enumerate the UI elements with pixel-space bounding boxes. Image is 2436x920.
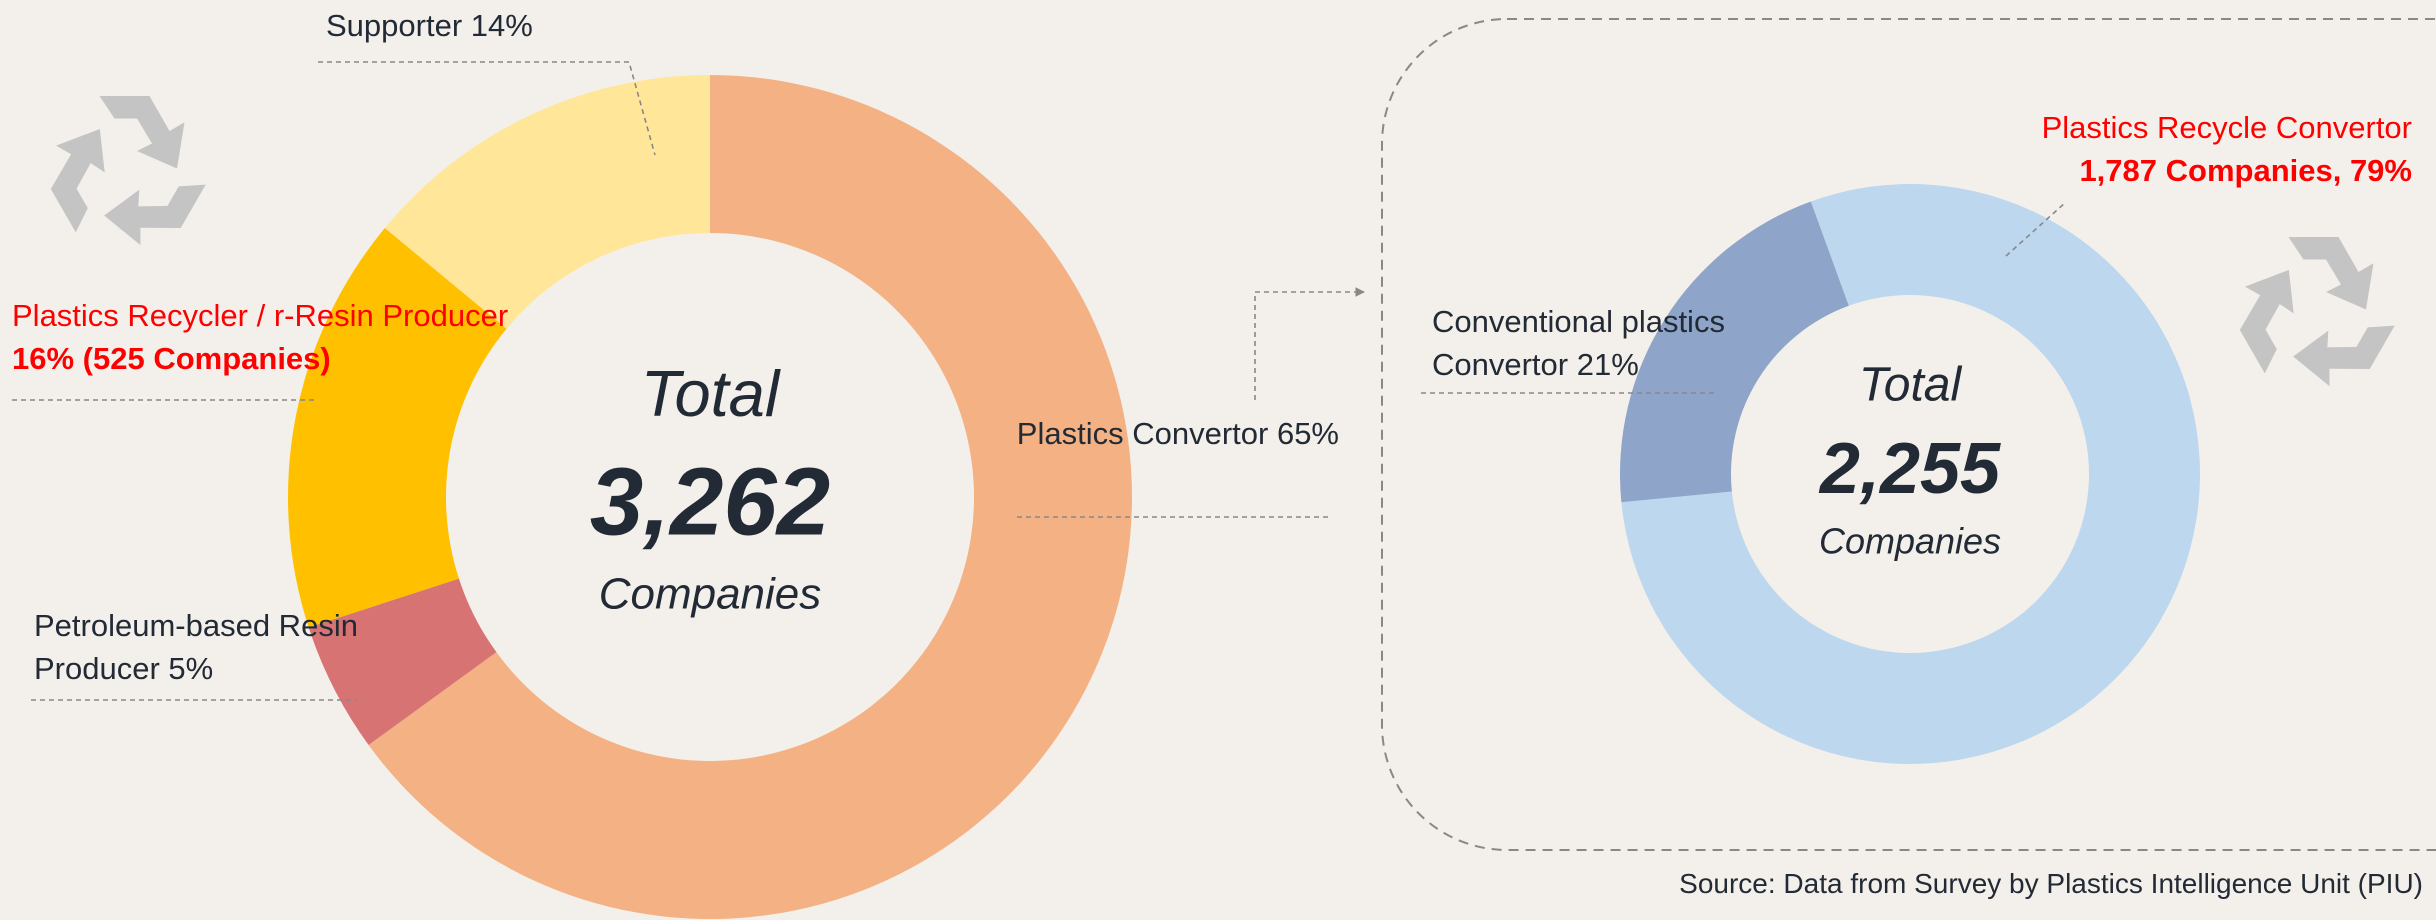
center-title: Total: [641, 357, 781, 430]
arrow: [1254, 287, 1365, 400]
category-name: Petroleum-based Resin Producer: [34, 608, 358, 686]
value-label: 16% (525 Companies): [12, 341, 331, 376]
leader-line: [2005, 201, 2067, 257]
slice: [308, 578, 497, 746]
center-unit: Companies: [599, 570, 822, 619]
category-name: Supporter: [326, 8, 463, 43]
group-box: [1381, 18, 2436, 851]
slice-label: Supporter 14%: [326, 4, 726, 47]
slice-label: Conventional plastics Convertor 21%: [1432, 300, 1777, 386]
slice: [287, 228, 507, 628]
category-name: Conventional plastics Convertor: [1432, 304, 1725, 382]
value-label: 21%: [1576, 347, 1639, 382]
slice: [368, 75, 1132, 919]
value-label: 5%: [168, 651, 214, 686]
source: Source: Data from Survey by Plastics Int…: [1679, 868, 2423, 899]
slice-label: Petroleum-based Resin Producer 5%: [34, 604, 414, 690]
center-title: Total: [1859, 359, 1963, 412]
center-value: 2,255: [1818, 429, 2001, 509]
recycle-icon: [2222, 237, 2395, 400]
value-label: 65%: [1276, 416, 1339, 451]
center-value: 3,262: [590, 448, 830, 555]
category-name: Plastics Recycle Convertor: [2041, 110, 2412, 145]
leader-line: [318, 61, 656, 156]
category-name: Plastics Recycler / r-Resin Producer: [12, 298, 509, 333]
slice: [1621, 183, 2201, 765]
category-name: Plastics Convertor: [1016, 416, 1269, 451]
center-unit: Companies: [1819, 521, 2001, 562]
slice-label: Plastics Convertor 65%: [1005, 412, 1339, 455]
slice-label: Plastics Recycler / r-Resin Producer 16%…: [12, 294, 557, 380]
recycle-icon: [33, 96, 206, 259]
slice: [1620, 201, 1849, 503]
value-label: 1,787 Companies, 79%: [2079, 153, 2412, 188]
slice-label: Plastics Recycle Convertor 1,787 Compani…: [1800, 106, 2412, 192]
value-label: 14%: [470, 8, 533, 43]
slice: [384, 75, 710, 329]
